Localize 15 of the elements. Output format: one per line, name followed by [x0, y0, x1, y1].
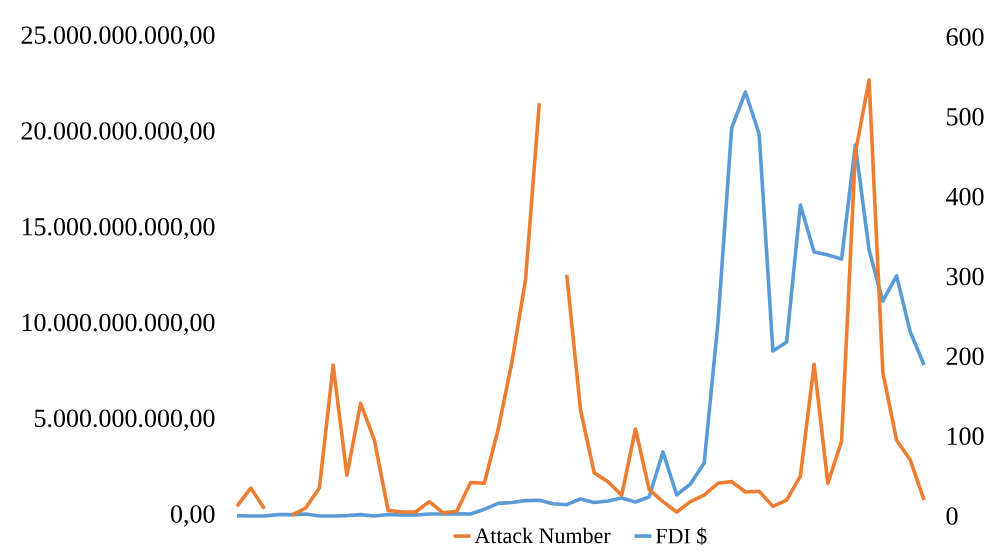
- y2-tick-label: 200: [946, 347, 984, 366]
- y2-tick-label: 100: [947, 427, 984, 445]
- y-tick-label: 20.000.000.000,00: [21, 122, 215, 144]
- y-tick-label: 5.000.000.000,00: [34, 409, 215, 431]
- y-tick-label: 0,00: [170, 505, 215, 527]
- legend-label: FDI $: [655, 527, 707, 545]
- y-tick-label: 15.000.000.000,00: [22, 217, 215, 240]
- y2-tick-label: 400: [946, 187, 984, 206]
- legend-label: Attack Number: [474, 527, 611, 544]
- y2-tick-label: 500: [947, 108, 984, 126]
- y2-tick-label: 600: [946, 28, 984, 46]
- y2-tick-label: 300: [946, 267, 984, 286]
- y2-tick-label: 0: [946, 507, 958, 525]
- y-tick-label: 10.000.000.000,00: [22, 313, 215, 336]
- y-tick-label: 25.000.000.000,00: [21, 26, 215, 48]
